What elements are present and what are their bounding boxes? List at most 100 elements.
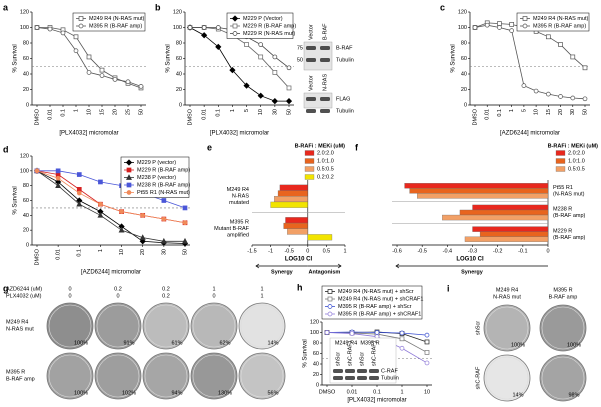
y-axis-label: % Survival [451, 44, 457, 72]
blot-band [306, 46, 316, 50]
legend-label: M395 R (B-RAF amp) + shScr [338, 304, 412, 310]
plate [238, 352, 286, 400]
dose-label: 0 [212, 293, 215, 299]
plate-rim [48, 354, 92, 398]
y-tick-label: 60 [23, 198, 29, 204]
data-point [97, 211, 104, 218]
dose-label: 0.2 [114, 286, 122, 292]
data-point [112, 77, 118, 82]
legend-label: 1.0:1.0 [317, 158, 334, 164]
plate-rim [240, 304, 284, 348]
y-tick-label: 100 [20, 168, 29, 174]
plate [142, 302, 190, 350]
plate [94, 302, 142, 350]
x-tick-label: 10 [258, 109, 264, 115]
legend-label: 2.0:2.0 [568, 150, 585, 156]
legend-marker [522, 23, 528, 29]
cell-line-label: B-RAF amp [6, 376, 35, 382]
category-label: (B-RAF amp) [553, 213, 586, 219]
y-tick-label: 0 [316, 382, 319, 388]
blot-band [320, 109, 330, 113]
y-tick-label: 0 [464, 102, 467, 108]
data-point [424, 360, 430, 366]
x-tick-label: 0.1 [216, 109, 222, 117]
data-point [73, 34, 79, 40]
x-tick-label: -0.1 [518, 248, 527, 254]
legend-marker [78, 16, 84, 21]
data-point [139, 234, 146, 240]
blot-band [306, 97, 316, 101]
x-tick-label: DMSO [472, 108, 478, 125]
y-tick-label: 40 [176, 71, 182, 77]
x-tick-label: -1.5 [247, 248, 256, 254]
x-tick-label: -0.3 [468, 248, 477, 254]
legend-marker [522, 16, 528, 21]
bar [472, 204, 549, 211]
dose-label: 0 [68, 293, 71, 299]
blot-band [333, 376, 343, 380]
legend-label: 1.0:1.0 [568, 158, 585, 164]
annotation: Antagonism [309, 269, 341, 275]
legend-marker [126, 174, 132, 180]
data-point [160, 237, 167, 244]
x-tick-label: 0.1 [497, 109, 503, 117]
row-label: C-RAF [381, 368, 398, 374]
data-point [99, 67, 105, 73]
data-point [119, 209, 124, 214]
row-label: shScr [475, 321, 481, 335]
bar [404, 183, 549, 189]
plate-rim [485, 356, 529, 400]
data-point [533, 88, 539, 94]
legend-swatch [304, 158, 315, 164]
data-point [244, 42, 249, 47]
legend-title: B-RAFi : MEKi (uM) [548, 143, 599, 149]
y-tick-label: 20 [23, 228, 29, 234]
bar [287, 228, 308, 235]
dose-label: 1 [260, 286, 263, 292]
lane-label: Vector [308, 24, 314, 40]
bar [479, 231, 549, 237]
blot-band [306, 58, 316, 62]
y-tick-label: 60 [23, 56, 29, 62]
survival-label: 100% [567, 342, 581, 348]
x-tick-label: 0.5 [323, 248, 331, 254]
dose-label: 0.2 [162, 286, 170, 292]
x-tick-label: 1 [230, 109, 236, 112]
survival-label: 100% [74, 340, 88, 346]
x-tick-label: 50 [286, 109, 292, 115]
y-tick-label: 60 [313, 351, 319, 357]
data-point [545, 91, 551, 97]
data-point [215, 25, 221, 30]
x-axis-label: LOG10 CI [456, 257, 484, 263]
y-tick-label: 100 [173, 25, 182, 31]
x-tick-label: DMSO [34, 108, 40, 125]
y-tick-label: 40 [313, 361, 319, 367]
x-tick-label: 50 [182, 249, 188, 255]
x-tick-label: 50 [138, 109, 144, 115]
data-point [182, 220, 188, 226]
survival-label: 130% [218, 390, 232, 396]
data-point [138, 84, 144, 89]
data-point [570, 54, 576, 60]
category-label: amplified [227, 233, 249, 239]
data-point [47, 26, 53, 32]
legend-marker [126, 190, 132, 195]
group-label: M249 R4 [335, 340, 357, 346]
category-label: mutated [229, 200, 249, 206]
lane-label: Vector [308, 75, 314, 91]
row-label: Tubulin [381, 375, 399, 381]
data-point [558, 94, 563, 99]
survival-label: 62% [219, 340, 230, 346]
y-tick-label: 20 [461, 87, 467, 93]
data-point [161, 198, 167, 203]
legend-marker [232, 23, 238, 29]
row-label: Tubulin [336, 57, 354, 63]
x-tick-label: DMSO [319, 389, 336, 395]
row-label: B-RAF [336, 45, 353, 51]
y-tick-label: 0 [179, 102, 182, 108]
x-tick-label: 0.01 [56, 249, 62, 260]
data-point [399, 330, 405, 336]
data-point [582, 96, 588, 102]
data-point [201, 25, 207, 30]
x-tick-label: 20 [112, 109, 118, 115]
